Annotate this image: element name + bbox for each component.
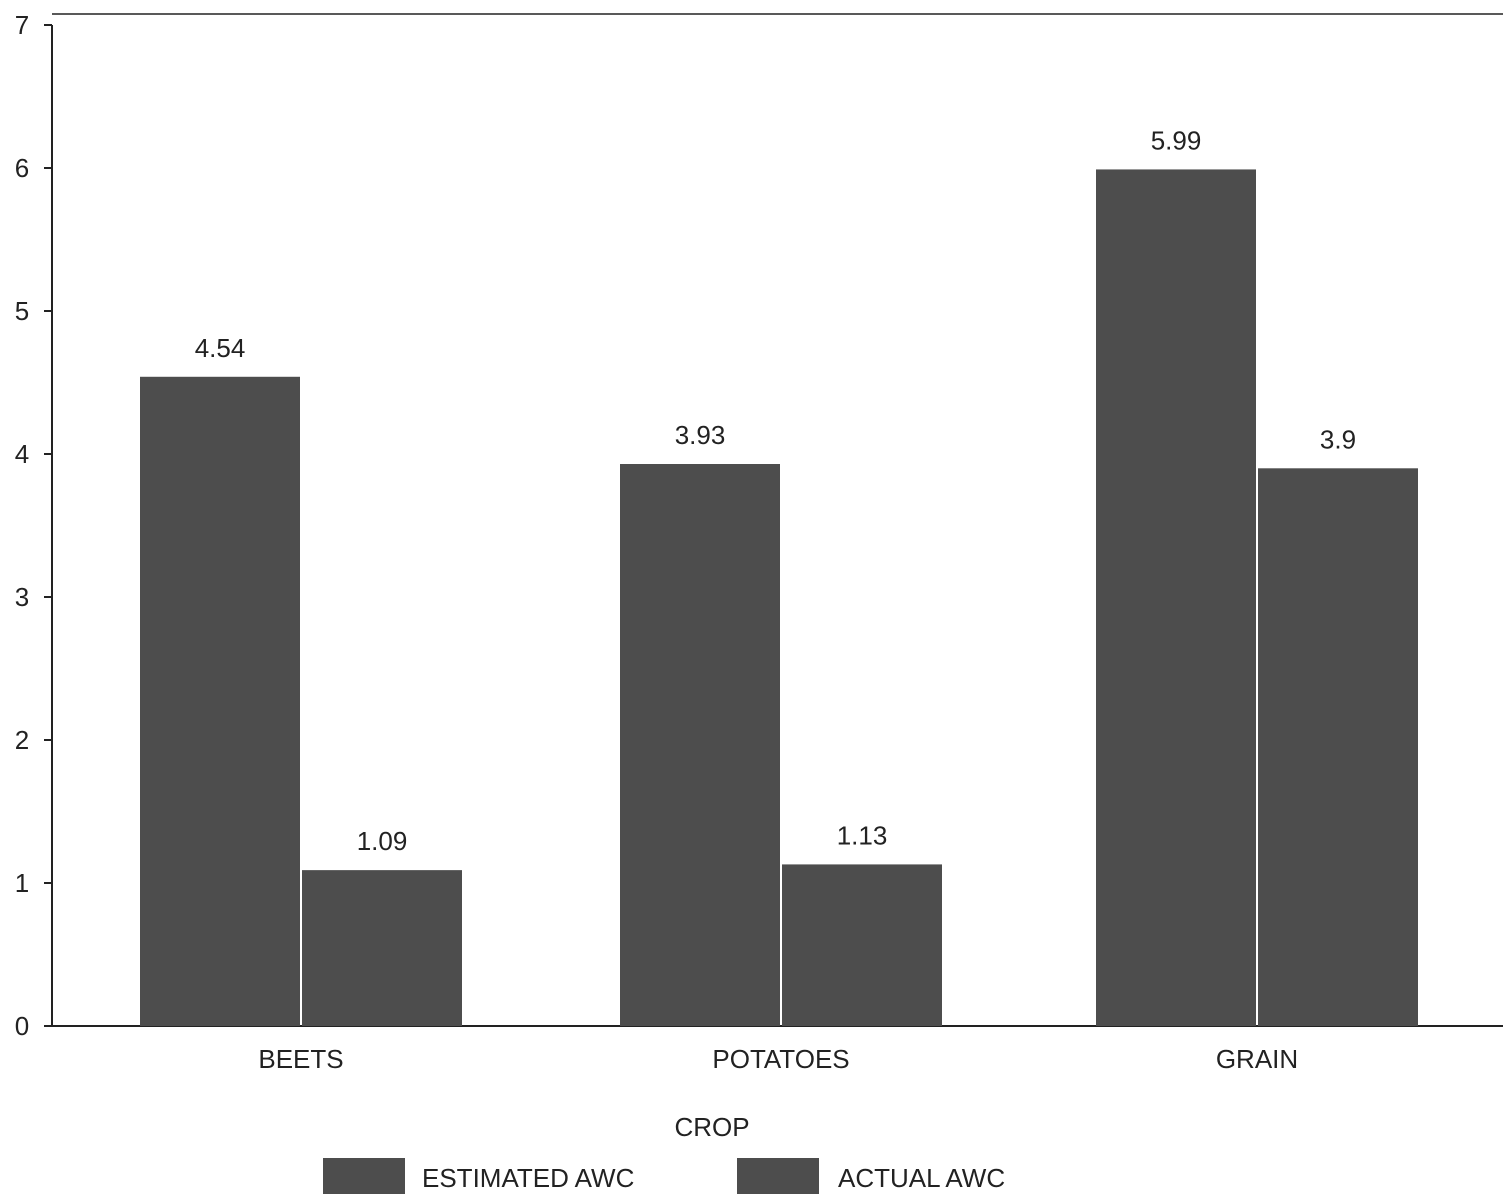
y-tick-labels: 0 1 2 3 4 5 6 7 bbox=[15, 10, 52, 1041]
bar-actual-potatoes bbox=[782, 864, 942, 1026]
data-label: 4.54 bbox=[195, 333, 246, 363]
data-label: 1.13 bbox=[837, 820, 888, 850]
bar-actual-grain bbox=[1258, 468, 1418, 1026]
legend: ESTIMATED AWC ACTUAL AWC bbox=[323, 1158, 1005, 1194]
bar-estimated-grain bbox=[1096, 169, 1256, 1026]
legend-label: ACTUAL AWC bbox=[838, 1163, 1005, 1193]
y-tick-label: 6 bbox=[15, 153, 29, 183]
y-tick-label: 3 bbox=[15, 582, 29, 612]
data-label: 5.99 bbox=[1151, 125, 1202, 155]
x-tick-label: BEETS bbox=[258, 1044, 343, 1074]
y-tick-label: 2 bbox=[15, 725, 29, 755]
data-labels-group: 4.54 3.93 5.99 1.09 1.13 3.9 bbox=[195, 125, 1356, 856]
legend-swatch bbox=[323, 1158, 405, 1194]
x-axis-title: CROP bbox=[674, 1112, 749, 1142]
data-label: 3.9 bbox=[1320, 424, 1356, 454]
legend-swatch bbox=[737, 1158, 819, 1194]
x-tick-labels: BEETS POTATOES GRAIN bbox=[258, 1044, 1298, 1074]
data-label: 1.09 bbox=[357, 826, 408, 856]
bar-estimated-potatoes bbox=[620, 464, 780, 1026]
legend-label: ESTIMATED AWC bbox=[422, 1163, 634, 1193]
y-tick-label: 1 bbox=[15, 868, 29, 898]
y-tick-label: 7 bbox=[15, 10, 29, 40]
x-tick-label: GRAIN bbox=[1216, 1044, 1298, 1074]
data-label: 3.93 bbox=[675, 420, 726, 450]
bars-group bbox=[140, 169, 1418, 1026]
bar-actual-beets bbox=[302, 870, 462, 1026]
y-tick-label: 5 bbox=[15, 296, 29, 326]
y-tick-label: 0 bbox=[15, 1011, 29, 1041]
y-tick-label: 4 bbox=[15, 439, 29, 469]
x-tick-label: POTATOES bbox=[712, 1044, 849, 1074]
bar-estimated-beets bbox=[140, 376, 300, 1026]
